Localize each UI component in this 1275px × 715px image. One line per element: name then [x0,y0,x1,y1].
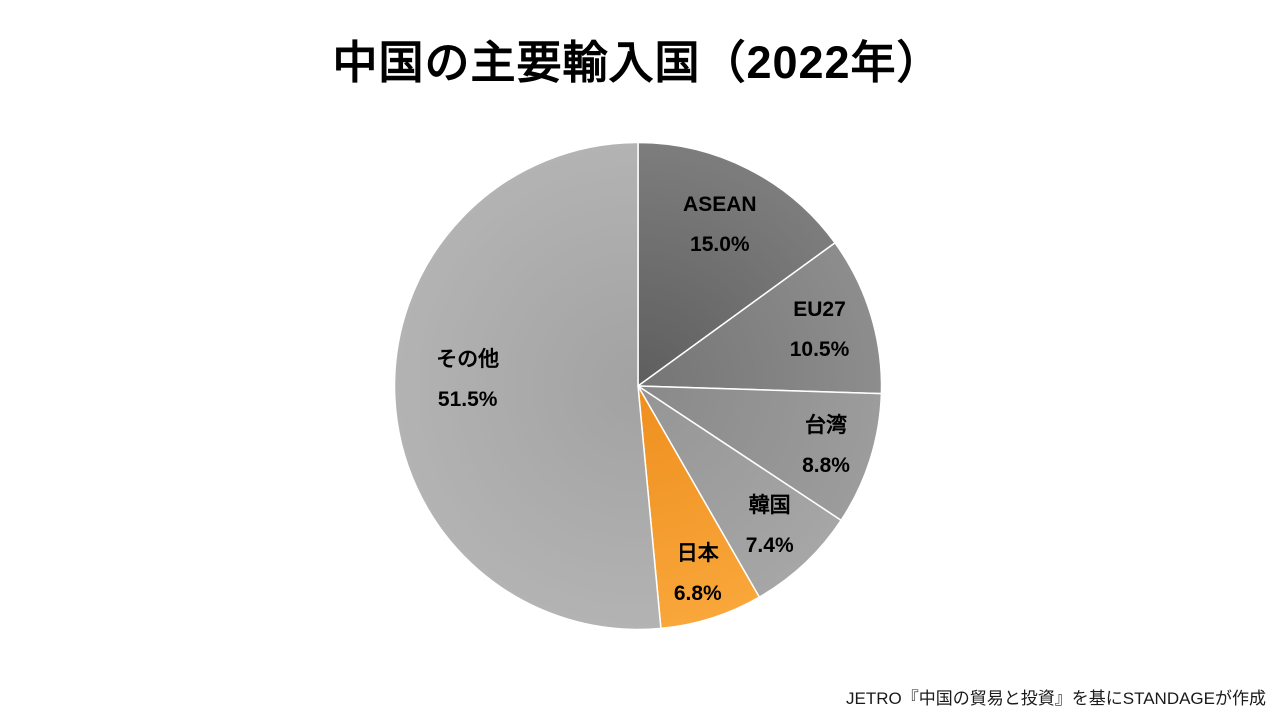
pie-slice-korea [637,385,842,598]
source-attribution: JETRO『中国の貿易と投資』を基にSTANDAGEが作成 [846,689,1266,708]
pie-svg [393,141,883,631]
pie-chart: ASEAN 15.0% EU27 10.5% 台湾 8.8% 韓国 7.4% 日… [393,141,883,631]
pie-slice-eu27 [637,242,883,395]
pie-slice-japan [637,385,761,630]
pie-slice-others [393,141,662,631]
chart-title: 中国の主要輸入国（2022年） [332,37,943,88]
pie-slice-taiwan [637,385,883,522]
pie-slice-asean [637,141,836,387]
